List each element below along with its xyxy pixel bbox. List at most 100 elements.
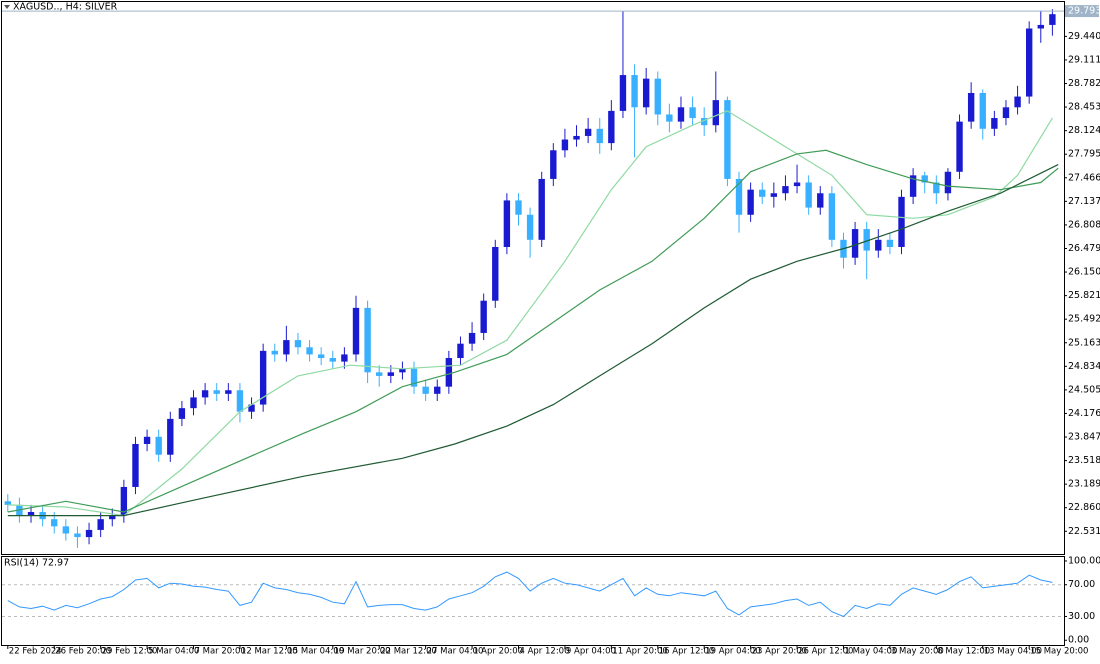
x-tick-label: 9 Apr 04:00 xyxy=(566,647,616,657)
candle-body xyxy=(259,350,267,405)
candle-body xyxy=(283,340,290,355)
candle-body xyxy=(642,78,650,108)
candle-body xyxy=(898,196,905,247)
candle-body xyxy=(51,519,58,527)
y-tick-label: 26.808 xyxy=(1068,219,1100,230)
candle-body xyxy=(619,75,627,111)
candle-body xyxy=(376,372,383,376)
candle-body xyxy=(155,436,162,455)
x-tick-label: 4 Apr 12:00 xyxy=(519,647,569,657)
candle-body xyxy=(701,118,708,126)
y-tick-label: 24.834 xyxy=(1068,361,1100,372)
candle-body xyxy=(399,368,406,373)
candle-body xyxy=(178,408,186,419)
x-tick-label: 11 Apr 20:00 xyxy=(612,647,667,657)
candle-body xyxy=(271,350,278,355)
candle-body xyxy=(921,175,928,183)
candle-body xyxy=(909,175,917,197)
last-price-box xyxy=(1065,5,1099,18)
candle-body xyxy=(97,519,104,530)
x-tick-label: 7 Mar 20:00 xyxy=(195,647,246,657)
candle-body xyxy=(468,332,476,344)
candle-body xyxy=(666,114,673,122)
candle-body xyxy=(631,75,638,108)
y-tick-label: 25.492 xyxy=(1068,314,1100,325)
candle-body xyxy=(387,372,395,376)
candle-body xyxy=(515,200,522,215)
x-tick-label: 12 Mar 12:00 xyxy=(241,647,298,657)
candle-body xyxy=(886,239,894,247)
y-tick-label: 24.505 xyxy=(1068,384,1100,395)
x-tick-label: 22 Mar 12:00 xyxy=(380,647,437,657)
candle-body xyxy=(526,214,534,240)
candle-body xyxy=(201,390,209,398)
candle-body xyxy=(352,307,360,355)
x-tick-label: 26 Apr 12:00 xyxy=(798,647,853,657)
candle-body xyxy=(109,515,116,520)
candle-body xyxy=(875,239,882,251)
candle-body xyxy=(944,171,952,194)
x-tick-label: 3 May 20:00 xyxy=(891,647,944,657)
x-tick-label: 16 Apr 12:00 xyxy=(659,647,714,657)
candle-body xyxy=(770,193,778,197)
x-tick-label: 26 Feb 20:00 xyxy=(55,647,111,657)
y-tick-label: 25.163 xyxy=(1068,337,1100,348)
candle-body xyxy=(213,390,220,394)
x-tick-label: 19 Apr 04:00 xyxy=(705,647,760,657)
y-tick-label: 29.440 xyxy=(1068,31,1100,42)
candle-body xyxy=(1049,14,1056,25)
y-tick-label: 24.176 xyxy=(1068,408,1100,419)
candle-body xyxy=(689,107,696,119)
x-tick-label: 8 May 12:00 xyxy=(937,647,990,657)
x-tick-label: 15 Mar 04:00 xyxy=(287,647,344,657)
y-tick-label: 29.111 xyxy=(1068,54,1100,65)
candle-body xyxy=(225,390,232,394)
candle-body xyxy=(967,92,975,122)
candle-body xyxy=(132,443,139,487)
candle-body xyxy=(817,193,824,208)
candle-body xyxy=(561,139,569,151)
candle-body xyxy=(434,386,441,394)
last-price-label: 29.793 xyxy=(1068,6,1100,17)
y-tick-label: 22.860 xyxy=(1068,502,1100,513)
candle-body xyxy=(712,100,719,126)
candle-body xyxy=(724,100,731,179)
y-tick-label: 100.00 xyxy=(1068,555,1100,566)
x-tick-label: 22 Feb 2024 xyxy=(9,647,62,657)
y-tick-label: 27.795 xyxy=(1068,149,1100,160)
candle-body xyxy=(85,529,93,538)
candle-body xyxy=(167,418,174,455)
y-tick-label: 23.518 xyxy=(1068,455,1100,466)
candle-body xyxy=(759,189,766,197)
candle-body xyxy=(979,92,986,129)
candle-body xyxy=(236,390,244,412)
rsi-line xyxy=(7,571,1053,618)
symbol-icon xyxy=(4,5,10,9)
x-tick-label: 23 Apr 20:00 xyxy=(752,647,807,657)
x-tick-label: 13 May 04:00 xyxy=(984,647,1042,657)
candle-body xyxy=(306,347,313,355)
y-tick-label: 27.466 xyxy=(1068,172,1100,183)
candle-body xyxy=(190,397,197,409)
candle-body xyxy=(294,340,302,348)
candle-body xyxy=(62,526,70,534)
y-tick-label: 26.150 xyxy=(1068,267,1100,278)
candle-body xyxy=(677,107,685,122)
y-tick-label: 0.00 xyxy=(1068,635,1089,646)
y-tick-label: 26.479 xyxy=(1068,243,1100,254)
marks: 22.531 22.860 23.189 23.518 23.847 24.176 24.5… xyxy=(2,5,1100,657)
candle-body xyxy=(584,128,592,136)
candle-body xyxy=(1014,96,1021,108)
candle-body xyxy=(654,78,661,115)
candle-body xyxy=(596,128,603,144)
candle-body xyxy=(573,135,580,140)
candle-body xyxy=(480,300,487,333)
candle-body xyxy=(503,200,511,247)
x-tick-label: 19 Mar 20:00 xyxy=(334,647,391,657)
candle-body xyxy=(341,354,348,362)
y-tick-label: 27.137 xyxy=(1068,196,1100,207)
chart-title: XAGUSD.., H4: SILVER xyxy=(13,2,118,13)
candle-body xyxy=(782,186,789,194)
candle-body xyxy=(851,229,859,258)
candle-body xyxy=(747,189,754,215)
